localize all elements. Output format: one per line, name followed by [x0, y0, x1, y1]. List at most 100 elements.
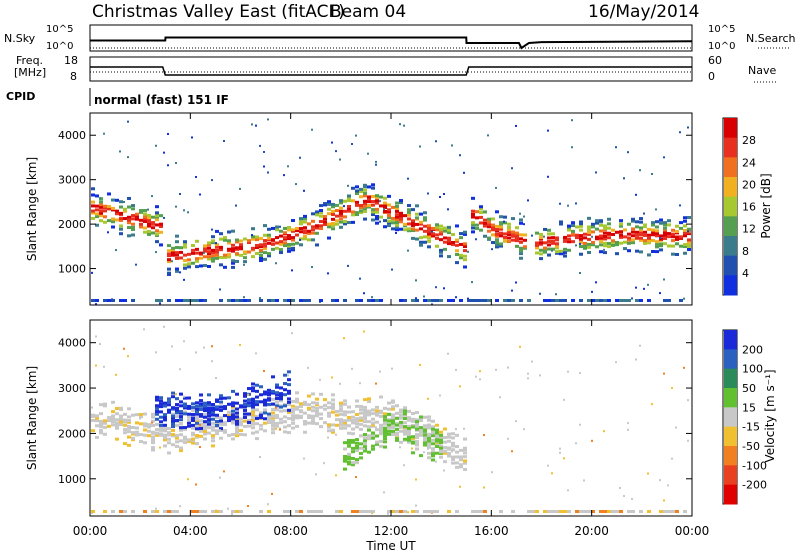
heat-cell [379, 409, 383, 413]
heat-cell [331, 410, 335, 414]
heat-cell [427, 234, 431, 238]
heat-cell [219, 416, 223, 420]
heat-cell [663, 226, 667, 230]
heat-cell [211, 241, 215, 245]
heat-cell [339, 423, 343, 427]
heat-cell [347, 264, 349, 267]
heat-cell [427, 418, 431, 422]
heat-cell [255, 437, 259, 441]
heat-cell [151, 415, 155, 419]
heat-cell [479, 205, 483, 209]
heat-cell [431, 433, 435, 437]
heat-cell [211, 251, 215, 255]
heat-cell [583, 510, 587, 513]
heat-cell [203, 415, 207, 419]
heat-cell [423, 235, 427, 239]
heat-cell [163, 418, 167, 422]
heat-cell [339, 158, 341, 161]
heat-cell [523, 215, 525, 218]
heat-cell [231, 437, 235, 441]
heat-cell [659, 510, 663, 513]
heat-cell [351, 510, 355, 513]
heat-cell [659, 242, 663, 246]
heat-cell [359, 404, 363, 408]
heat-cell [331, 212, 335, 216]
heat-cell [491, 228, 495, 232]
heat-cell [515, 231, 519, 235]
heat-cell [235, 424, 239, 428]
heat-cell [127, 435, 131, 439]
heat-cell [255, 383, 259, 387]
heat-cell [187, 396, 191, 400]
heat-cell [195, 417, 199, 421]
heat-cell [551, 510, 555, 513]
heat-cell [175, 403, 179, 407]
heat-cell [335, 409, 339, 413]
heat-cell [111, 414, 115, 418]
heat-cell [155, 417, 159, 421]
heat-cell [155, 211, 159, 215]
heat-cell [335, 433, 337, 436]
heat-cell [555, 299, 559, 302]
heat-cell [379, 195, 383, 199]
heat-cell [639, 217, 643, 221]
heat-cell [431, 454, 435, 458]
heat-cell [419, 415, 423, 419]
heat-cell [187, 418, 191, 422]
heat-cell [395, 431, 399, 435]
heat-cell [135, 430, 139, 434]
heat-cell [355, 422, 359, 426]
heat-cell [475, 375, 477, 378]
heat-cell [183, 404, 187, 408]
colorbar-swatch [724, 196, 737, 217]
heat-cell [395, 232, 397, 235]
heat-cell [615, 243, 619, 247]
heat-cell [251, 389, 255, 393]
heat-cell [171, 248, 175, 252]
heat-cell [95, 194, 99, 198]
heat-cell [107, 204, 111, 208]
heat-cell [299, 243, 303, 247]
heat-cell [347, 424, 351, 428]
heat-cell [527, 299, 531, 302]
heat-cell [235, 428, 239, 432]
heat-cell [323, 403, 327, 407]
heat-cell [199, 256, 203, 260]
heat-cell [491, 223, 495, 227]
heat-cell [211, 235, 215, 239]
heat-cell [487, 217, 491, 221]
heat-cell [279, 421, 283, 425]
heat-cell [359, 411, 363, 415]
heat-cell [235, 434, 239, 438]
heat-cell [583, 241, 587, 245]
heat-cell [243, 392, 247, 396]
heat-cell [407, 409, 411, 413]
heat-cell [287, 389, 291, 393]
heat-cell [251, 407, 255, 411]
heat-cell [411, 219, 415, 223]
heat-cell [323, 421, 327, 425]
heat-cell [687, 247, 691, 251]
heat-cell [259, 248, 263, 252]
heat-cell [655, 240, 659, 244]
heat-cell [399, 510, 403, 513]
heat-cell [243, 252, 247, 256]
heat-cell [355, 211, 359, 215]
heat-cell [351, 186, 355, 190]
heat-cell [619, 486, 621, 489]
heat-cell [679, 235, 683, 239]
heat-cell [683, 219, 687, 223]
heat-cell [515, 124, 517, 127]
heat-cell [443, 236, 447, 240]
heat-cell [315, 401, 319, 405]
heat-cell [379, 200, 381, 203]
heat-cell [363, 202, 367, 206]
heat-cell [519, 233, 523, 237]
heat-cell [279, 397, 283, 401]
heat-cell [131, 204, 135, 208]
heat-cell [311, 219, 315, 223]
heat-cell [207, 403, 211, 407]
heat-cell [543, 248, 547, 252]
heat-cell [275, 396, 279, 400]
heat-cell [259, 411, 263, 415]
